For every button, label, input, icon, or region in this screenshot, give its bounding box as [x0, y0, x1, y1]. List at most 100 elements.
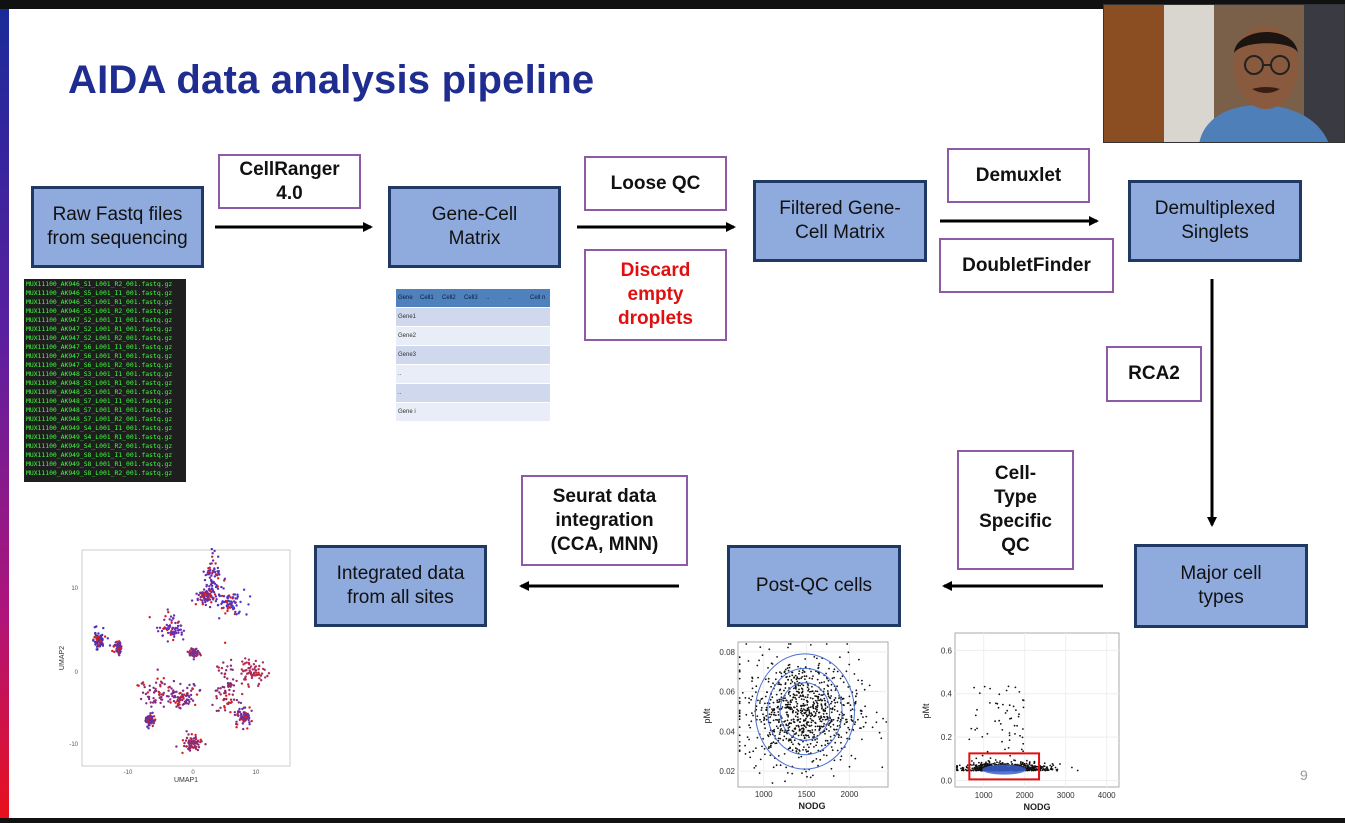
umap-ytick: -10 — [69, 742, 78, 748]
umap-point — [98, 645, 102, 648]
node-filtered-matrix-label: Filtered Gene-Cell Matrix — [779, 198, 901, 243]
postqc-point — [808, 691, 811, 693]
postqc-point — [738, 741, 741, 743]
postqc-point — [848, 663, 851, 666]
postqc-density-contour — [754, 653, 855, 770]
postqc-point — [804, 658, 807, 660]
postqc-point — [770, 742, 772, 745]
postqc-point — [761, 745, 763, 748]
postqc-point — [815, 758, 818, 760]
step-discard-empty: Discard empty droplets — [584, 249, 727, 341]
postqc-point — [807, 684, 810, 686]
umap-point — [216, 665, 219, 668]
ctqc-point — [982, 763, 985, 766]
postqc-point — [769, 706, 771, 708]
umap-point — [181, 698, 184, 702]
umap-point — [192, 654, 196, 657]
postqc-ytick: 0.04 — [719, 727, 735, 736]
umap-point — [223, 689, 227, 692]
postqc-point — [738, 718, 741, 721]
umap-point — [154, 689, 158, 693]
postqc-point — [771, 708, 773, 710]
umap-point — [211, 552, 214, 555]
umap-point — [194, 603, 197, 606]
postqc-point — [800, 707, 803, 710]
ctqc-point — [1054, 766, 1057, 769]
postqc-point — [793, 682, 796, 684]
ctqc-point — [1035, 768, 1038, 771]
ctqc-point — [1045, 768, 1048, 771]
fastq-file-line: MUX11100_AK946_S5_L001_R1_001.fastq.gz — [26, 298, 173, 306]
umap-point — [172, 679, 176, 683]
umap-point — [246, 715, 249, 719]
postqc-point — [798, 743, 801, 746]
postqc-point — [820, 694, 823, 696]
umap-point — [120, 647, 123, 650]
umap-point — [211, 555, 214, 558]
umap-point — [147, 697, 151, 701]
gene-table-row-label: .. — [396, 383, 418, 403]
postqc-point — [794, 727, 797, 730]
postqc-point — [846, 643, 849, 645]
postqc-point — [768, 702, 771, 705]
postqc-point — [818, 693, 820, 696]
umap-point — [210, 574, 213, 577]
umap-point — [244, 669, 247, 672]
gene-table-cell — [484, 307, 506, 327]
postqc-point — [767, 667, 769, 669]
umap-point — [220, 602, 223, 606]
ctqc-point — [986, 750, 989, 753]
umap-point — [205, 585, 208, 588]
umap-point — [226, 607, 229, 610]
umap-ylabel: UMAP2 — [59, 646, 66, 670]
gene-table-header-cell: .. — [506, 289, 528, 308]
ctqc-point — [1024, 764, 1027, 767]
umap-point — [180, 633, 183, 636]
postqc-point — [738, 749, 741, 752]
postqc-point — [772, 766, 775, 769]
postqc-point — [795, 700, 798, 703]
umap-point — [183, 700, 187, 703]
postqc-point — [823, 722, 825, 725]
umap-point — [232, 698, 236, 701]
postqc-point — [838, 697, 840, 700]
umap-point — [225, 605, 229, 608]
umap-point — [224, 612, 227, 615]
fastq-file-line: MUX11100_AK946_S5_L001_I1_001.fastq.gz — [26, 289, 173, 297]
ctqc-point — [974, 769, 977, 772]
postqc-point — [809, 752, 812, 754]
postqc-point — [751, 695, 754, 698]
umap-point — [219, 687, 222, 690]
postqc-point — [782, 699, 785, 702]
umap-point — [247, 661, 250, 665]
postqc-point — [802, 731, 805, 733]
postqc-ytick: 0.02 — [719, 767, 735, 776]
umap-point — [141, 691, 145, 694]
ctqc-point — [1049, 764, 1052, 767]
ctqc-ytick: 0.0 — [941, 776, 953, 785]
postqc-point — [826, 706, 829, 708]
ctqc-point — [1022, 706, 1025, 709]
umap-point — [257, 684, 260, 688]
postqc-point — [825, 672, 827, 675]
postqc-point — [775, 672, 778, 674]
postqc-point — [817, 664, 820, 667]
postqc-point — [855, 692, 858, 695]
postqc-point — [833, 708, 836, 711]
postqc-point — [802, 714, 805, 717]
ctqc-point — [989, 687, 991, 690]
postqc-point — [830, 746, 833, 748]
ctqc-point — [964, 768, 967, 771]
umap-point — [241, 722, 244, 725]
ctqc-point — [980, 763, 982, 766]
fastq-file-line: MUX11100_AK949_S4_L001_R1_001.fastq.gz — [26, 433, 173, 441]
umap-point — [248, 716, 251, 720]
postqc-point — [797, 665, 799, 668]
postqc-point — [820, 744, 823, 747]
umap-point — [167, 695, 170, 698]
postqc-point — [806, 743, 809, 746]
umap-point — [226, 665, 229, 668]
postqc-point — [826, 739, 829, 742]
umap-point — [146, 720, 150, 723]
postqc-point — [821, 706, 823, 708]
